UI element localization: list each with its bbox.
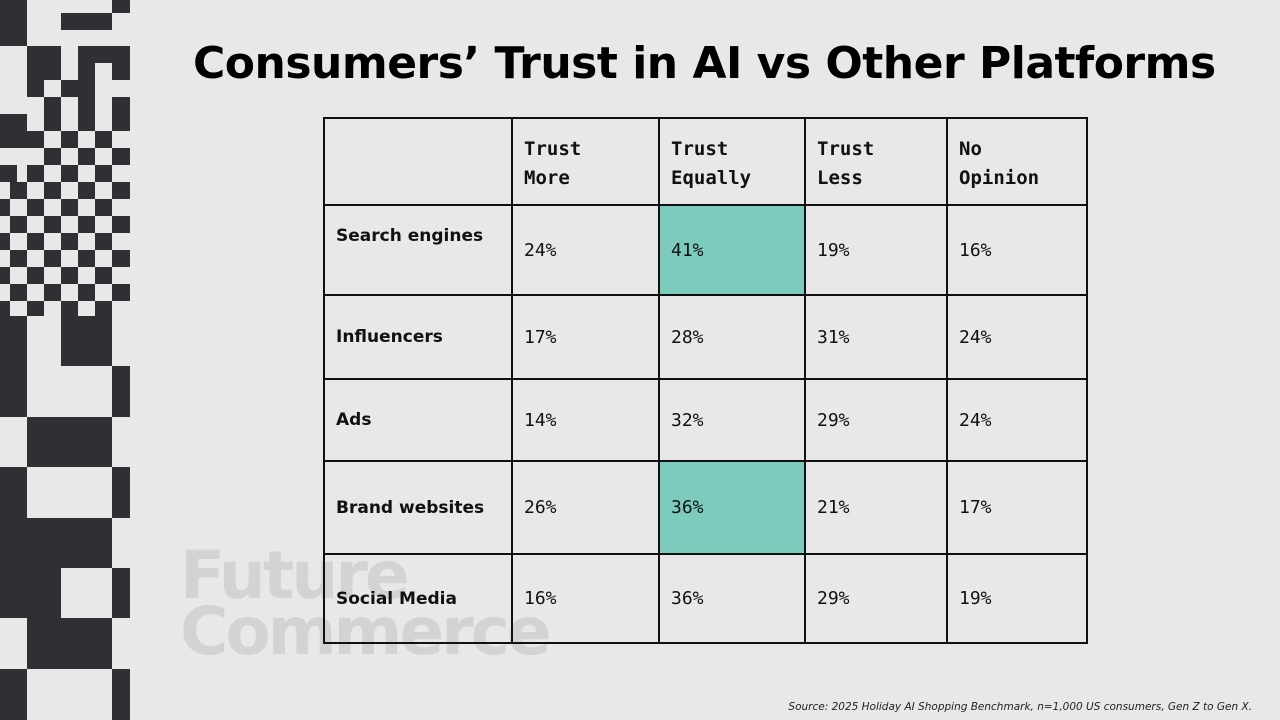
- header-line: Equally: [671, 167, 752, 189]
- cell-no-opinion: 16%: [946, 204, 1088, 296]
- header-trust-equally: Trust Equally: [658, 117, 806, 206]
- header-no-opinion: No Opinion: [946, 117, 1088, 206]
- header-line: Trust: [817, 138, 875, 160]
- table-row-social-media: Social Media 16% 36% 29% 19%: [323, 553, 1088, 644]
- cell-trust-less: 31%: [804, 294, 948, 380]
- cell-trust-equally-highlighted: 36%: [658, 460, 806, 555]
- cell-no-opinion: 17%: [946, 460, 1088, 555]
- table-header-row: Trust More Trust Equally Trust Less No O…: [323, 117, 1088, 206]
- header-line: No: [959, 138, 982, 160]
- cell-trust-more: 17%: [511, 294, 660, 380]
- row-label: Brand websites: [323, 460, 513, 555]
- row-label: Ads: [323, 378, 513, 462]
- cell-trust-equally: 32%: [658, 378, 806, 462]
- trust-comparison-table: Trust More Trust Equally Trust Less No O…: [323, 117, 1088, 644]
- cell-trust-less: 21%: [804, 460, 948, 555]
- cell-trust-equally: 36%: [658, 553, 806, 644]
- row-label: Social Media: [323, 553, 513, 644]
- cell-trust-more: 16%: [511, 553, 660, 644]
- cell-trust-less: 19%: [804, 204, 948, 296]
- cell-trust-more: 14%: [511, 378, 660, 462]
- header-corner-cell: [323, 117, 513, 206]
- row-label: Search engines: [323, 204, 513, 296]
- table-row-influencers: Influencers 17% 28% 31% 24%: [323, 294, 1088, 380]
- cell-trust-more: 26%: [511, 460, 660, 555]
- cell-no-opinion: 19%: [946, 553, 1088, 644]
- header-trust-less: Trust Less: [804, 117, 948, 206]
- cell-trust-less: 29%: [804, 378, 948, 462]
- source-footnote: Source: 2025 Holiday AI Shopping Benchma…: [788, 701, 1252, 713]
- table-row-ads: Ads 14% 32% 29% 24%: [323, 378, 1088, 462]
- cell-trust-equally: 28%: [658, 294, 806, 380]
- page-title: Consumers’ Trust in AI vs Other Platform…: [193, 38, 1216, 89]
- cell-no-opinion: 24%: [946, 378, 1088, 462]
- table-row-search-engines: Search engines 24% 41% 19% 16%: [323, 204, 1088, 296]
- table-row-brand-websites: Brand websites 26% 36% 21% 17%: [323, 460, 1088, 555]
- checker-pattern-decoration: [0, 0, 130, 720]
- row-label: Influencers: [323, 294, 513, 380]
- cell-trust-less: 29%: [804, 553, 948, 644]
- header-line: Trust: [671, 138, 729, 160]
- header-line: Trust: [524, 138, 582, 160]
- header-line: More: [524, 167, 570, 189]
- cell-trust-more: 24%: [511, 204, 660, 296]
- cell-no-opinion: 24%: [946, 294, 1088, 380]
- header-trust-more: Trust More: [511, 117, 660, 206]
- header-line: Less: [817, 167, 863, 189]
- header-line: Opinion: [959, 167, 1040, 189]
- cell-trust-equally-highlighted: 41%: [658, 204, 806, 296]
